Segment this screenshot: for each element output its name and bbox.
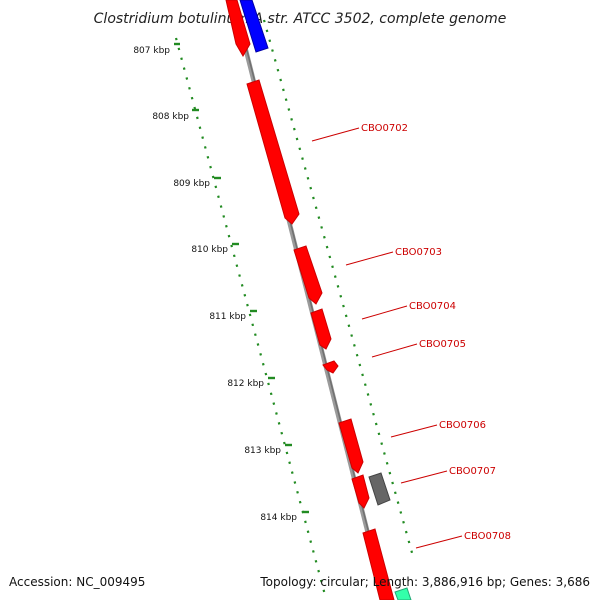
gene-feature-top-blue xyxy=(239,0,269,53)
gene-label-cbo0702: CBO0702 xyxy=(361,123,408,134)
gene-label-connectors xyxy=(311,127,463,549)
map-title: Clostridium botulinum A str. ATCC 3502, … xyxy=(94,11,507,27)
ruler-label-808: 808 kbp xyxy=(152,112,189,122)
ruler-label-809: 809 kbp xyxy=(173,179,210,189)
inner-dotted-track xyxy=(262,19,416,561)
gene-features xyxy=(225,0,412,600)
ruler-label-807: 807 kbp xyxy=(133,46,170,56)
ruler-label-811: 811 kbp xyxy=(209,312,246,322)
accession-text: Accession: NC_009495 xyxy=(9,575,145,589)
ruler-label-810: 810 kbp xyxy=(191,245,228,255)
gene-feature-cbo0704 xyxy=(310,308,332,350)
gene-label-cbo0706: CBO0706 xyxy=(439,420,486,431)
gene-label-cbo0707: CBO0707 xyxy=(449,466,496,477)
gene-feature-bottom-teal xyxy=(394,587,412,600)
ruler-dotted-track xyxy=(174,37,327,596)
gene-label-cbo0708: CBO0708 xyxy=(464,531,511,542)
ruler-label-813: 813 kbp xyxy=(244,446,281,456)
ruler-label-814: 814 kbp xyxy=(260,513,297,523)
gene-feature-cbo0702 xyxy=(246,79,300,225)
gene-label-cbo0705: CBO0705 xyxy=(419,339,466,350)
ruler-tick-marks xyxy=(174,42,309,514)
gene-feature-cbo0707-gray xyxy=(368,472,391,506)
gene-feature-cbo0705 xyxy=(322,360,339,374)
genome-summary-text: Topology: circular; Length: 3,886,916 bp… xyxy=(259,575,590,589)
gene-feature-cbo0703 xyxy=(293,245,323,305)
ruler-label-812: 812 kbp xyxy=(227,379,264,389)
gene-feature-top-red xyxy=(225,0,251,57)
gene-labels: CBO0702 CBO0703 CBO0704 CBO0705 CBO0706 … xyxy=(361,123,511,542)
gene-feature-cbo0708 xyxy=(362,528,395,600)
gene-label-cbo0704: CBO0704 xyxy=(409,301,456,312)
gene-label-cbo0703: CBO0703 xyxy=(395,247,442,258)
ruler-labels: 807 kbp 808 kbp 809 kbp 810 kbp 811 kbp … xyxy=(133,46,297,523)
gene-feature-cbo0706 xyxy=(338,418,364,474)
gene-feature-cbo0707-red xyxy=(351,474,370,509)
